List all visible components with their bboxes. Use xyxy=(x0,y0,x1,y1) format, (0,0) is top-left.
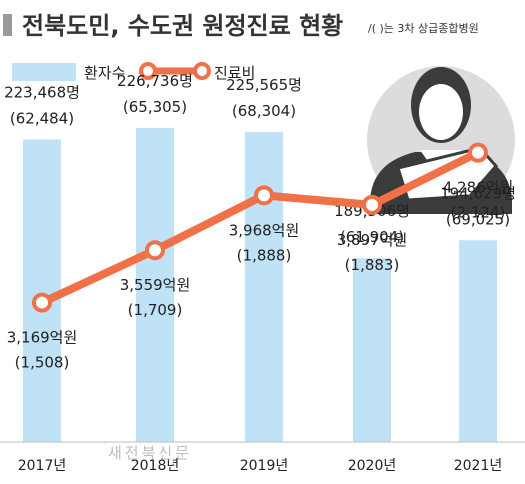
chart-note: /( )는 3차 상급종합병원 xyxy=(368,22,479,35)
bar-sub-label: (61,904) xyxy=(340,228,404,246)
bar-0 xyxy=(23,139,61,442)
legend-swatch-dot-left xyxy=(139,62,157,80)
legend-label-bar: 환자수 xyxy=(84,64,125,82)
bar-4 xyxy=(459,240,497,442)
chart-title: 전북도민, 수도권 원정진료 현황 xyxy=(22,12,343,40)
line-point-1 xyxy=(145,240,165,261)
line-point-0 xyxy=(32,292,52,313)
line-value-label: 3,559억원 xyxy=(120,276,191,294)
bar-value-label: 226,736명 xyxy=(117,72,193,90)
x-tick-label: 2017년 xyxy=(18,458,67,474)
x-tick-label: 2019년 xyxy=(240,458,289,474)
bar-value-label: 223,468명 xyxy=(4,83,80,101)
legend-label-line: 진료비 xyxy=(214,64,255,82)
line-point-2 xyxy=(254,185,274,206)
x-tick-label: 2021년 xyxy=(454,458,503,474)
icon-sling xyxy=(396,146,498,202)
line-value-label: 4,286억원 xyxy=(443,179,514,197)
line-value-label: 3,169억원 xyxy=(7,329,78,347)
icon-face xyxy=(419,84,463,140)
bar-value-label: 225,565명 xyxy=(226,76,302,94)
title-marker xyxy=(3,14,12,36)
line-sub-label: (1,508) xyxy=(15,354,70,372)
line-value-label: 3,897억원 xyxy=(337,231,408,249)
line-sub-label: (1,709) xyxy=(128,301,183,319)
legend-swatch-bar xyxy=(12,63,76,81)
patient-arm-sling-icon xyxy=(367,66,515,214)
watermark: 새전북신문 xyxy=(108,444,192,462)
x-tick-label: 2020년 xyxy=(348,458,397,474)
line-point-3 xyxy=(362,194,382,215)
bar-3 xyxy=(353,258,391,442)
bar-1 xyxy=(136,127,174,442)
bar-value-label: 194,629명 xyxy=(440,184,516,202)
line-sub-label: (1,883) xyxy=(345,256,400,274)
line-sub-label: (1,888) xyxy=(237,246,292,264)
legend: 환자수 진료비 xyxy=(12,62,255,82)
legend-swatch-dot-right xyxy=(193,62,211,80)
line-sub-label: (2,124) xyxy=(451,204,506,222)
bar-sub-label: (69,025) xyxy=(446,210,510,228)
bar-sub-label: (62,484) xyxy=(10,109,74,127)
x-tick-label: 2018년 xyxy=(131,458,180,474)
bar-2 xyxy=(245,132,283,442)
bar-sub-label: (65,305) xyxy=(123,98,187,116)
line-point-4 xyxy=(468,142,488,163)
bar-sub-label: (68,304) xyxy=(232,102,296,120)
line-value-label: 3,968억원 xyxy=(229,221,300,239)
